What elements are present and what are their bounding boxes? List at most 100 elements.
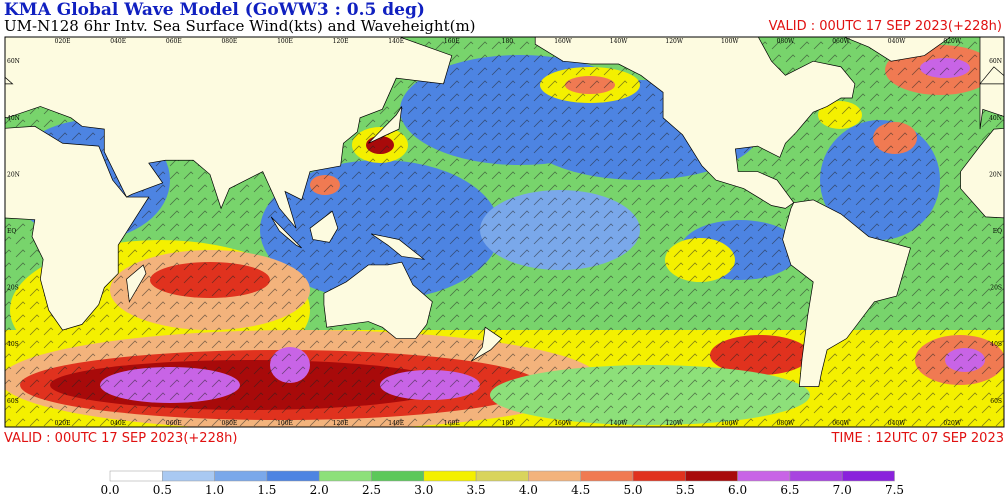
lon-label: 020W xyxy=(943,38,961,45)
colorbar-label: 6.5 xyxy=(780,483,799,496)
landmass xyxy=(126,264,147,303)
lon-label: 080E xyxy=(221,38,237,45)
lon-label: 040W xyxy=(888,420,906,427)
landmass xyxy=(5,125,150,331)
lon-label: 060E xyxy=(166,38,182,45)
map xyxy=(5,37,1004,427)
lon-label: 040E xyxy=(110,38,126,45)
lon-label: 100W xyxy=(721,420,739,427)
lat-label: 60S xyxy=(990,398,1002,405)
lat-label: 40S xyxy=(990,341,1002,348)
lon-label: 180 xyxy=(502,38,514,45)
lon-label: 100E xyxy=(277,38,293,45)
title: KMA Global Wave Model (GoWW3 : 0.5 deg) xyxy=(4,0,425,20)
lat-label: 20S xyxy=(7,285,19,292)
colorbar-swatch xyxy=(371,470,425,482)
colorbar-label: 5.0 xyxy=(623,483,642,496)
colorbar-swatch xyxy=(528,470,581,482)
colorbar-swatch xyxy=(737,470,791,482)
colorbar-label: 4.0 xyxy=(519,483,538,496)
valid-top: VALID : 00UTC 17 SEP 2023(+228h) xyxy=(769,19,1002,34)
lon-label: 040E xyxy=(110,420,126,427)
lon-label: 060W xyxy=(832,38,850,45)
lat-label: 40N xyxy=(7,115,20,122)
colorbar-label: 2.5 xyxy=(362,483,381,496)
valid-bottom: VALID : 00UTC 17 SEP 2023(+228h) xyxy=(4,431,237,446)
lon-label: 060E xyxy=(166,420,182,427)
colorbar: 0.0 0.5 1.0 1.5 2.0 2.5 3.0 3.5 4.0 4.5 5.0 5.5 6.0 6… xyxy=(100,470,904,497)
colorbar-swatch xyxy=(475,470,529,482)
lat-label: EQ xyxy=(993,228,1002,235)
lon-label: 140E xyxy=(388,420,404,427)
colorbar-label: 2.0 xyxy=(310,483,329,496)
landmass xyxy=(5,37,453,229)
colorbar-swatch xyxy=(109,470,163,482)
land xyxy=(5,37,1004,387)
landmass xyxy=(370,233,426,260)
colorbar-label: 7.0 xyxy=(833,483,852,496)
landmass xyxy=(309,210,339,243)
lon-label: 080W xyxy=(777,420,795,427)
lon-label: 080E xyxy=(221,420,237,427)
colorbar-swatch xyxy=(214,470,268,482)
map-frame xyxy=(4,36,1005,428)
colorbar-swatch xyxy=(841,470,895,482)
colorbar-label: 6.0 xyxy=(728,483,747,496)
landmass xyxy=(960,128,1004,219)
landmass xyxy=(470,326,503,362)
lon-label: 100W xyxy=(721,38,739,45)
lon-label: 160E xyxy=(444,420,460,427)
colorbar-swatch xyxy=(789,470,843,482)
colorbar-label: 1.0 xyxy=(205,483,224,496)
lat-label: 60S xyxy=(7,398,19,405)
landmass xyxy=(534,37,856,209)
lon-label: 140E xyxy=(388,38,404,45)
lat-label: 20N xyxy=(7,171,20,178)
lon-label: 120W xyxy=(665,38,683,45)
lat-label: EQ xyxy=(7,228,16,235)
colorbar-label: 7.5 xyxy=(885,483,904,496)
colorbar-label: 1.5 xyxy=(257,483,276,496)
lon-label: 060W xyxy=(832,420,850,427)
landmass xyxy=(270,216,302,249)
colorbar-label: 0.5 xyxy=(153,483,172,496)
lon-label: 100E xyxy=(277,420,293,427)
subtitle: UM-N128 6hr Intv. Sea Surface Wind(kts) … xyxy=(4,17,476,35)
colorbar-label: 4.5 xyxy=(571,483,590,496)
lon-label: 140W xyxy=(610,420,628,427)
lon-label: 160E xyxy=(444,38,460,45)
lon-label: 180 xyxy=(502,420,514,427)
lat-label: 60N xyxy=(7,58,20,65)
time: TIME : 12UTC 07 SEP 2023 xyxy=(831,431,1005,446)
lon-label: 080W xyxy=(777,38,795,45)
colorbar-label: 5.5 xyxy=(676,483,695,496)
lon-label: 160W xyxy=(554,420,572,427)
lat-label: 20S xyxy=(990,285,1002,292)
landmass xyxy=(782,199,911,387)
lat-label: 60N xyxy=(989,58,1002,65)
landmass xyxy=(368,106,403,144)
landmass xyxy=(323,261,433,339)
lat-label: 20N xyxy=(989,171,1002,178)
lat-label: 40N xyxy=(989,115,1002,122)
colorbar-label: 3.0 xyxy=(414,483,433,496)
lon-label: 020E xyxy=(55,420,71,427)
lon-label: 040W xyxy=(888,38,906,45)
landmass xyxy=(5,76,14,85)
colorbar-label: 3.5 xyxy=(467,483,486,496)
lon-label: 020W xyxy=(943,420,961,427)
colorbar-swatch xyxy=(423,470,477,482)
colorbar-swatch xyxy=(318,470,372,482)
lat-label: 40S xyxy=(7,341,19,348)
landmass xyxy=(843,37,952,62)
map-axes: 020E 020E 040E 040E 060E 060E 080E 080E 100E 100E… xyxy=(7,38,1002,427)
lon-label: 140W xyxy=(610,38,628,45)
colorbar-swatch xyxy=(632,470,686,482)
colorbar-swatch xyxy=(162,470,215,482)
lon-label: 120W xyxy=(665,420,683,427)
lon-label: 160W xyxy=(554,38,572,45)
colorbar-swatch xyxy=(580,470,634,482)
lon-label: 120E xyxy=(333,420,349,427)
lon-label: 120E xyxy=(333,38,349,45)
